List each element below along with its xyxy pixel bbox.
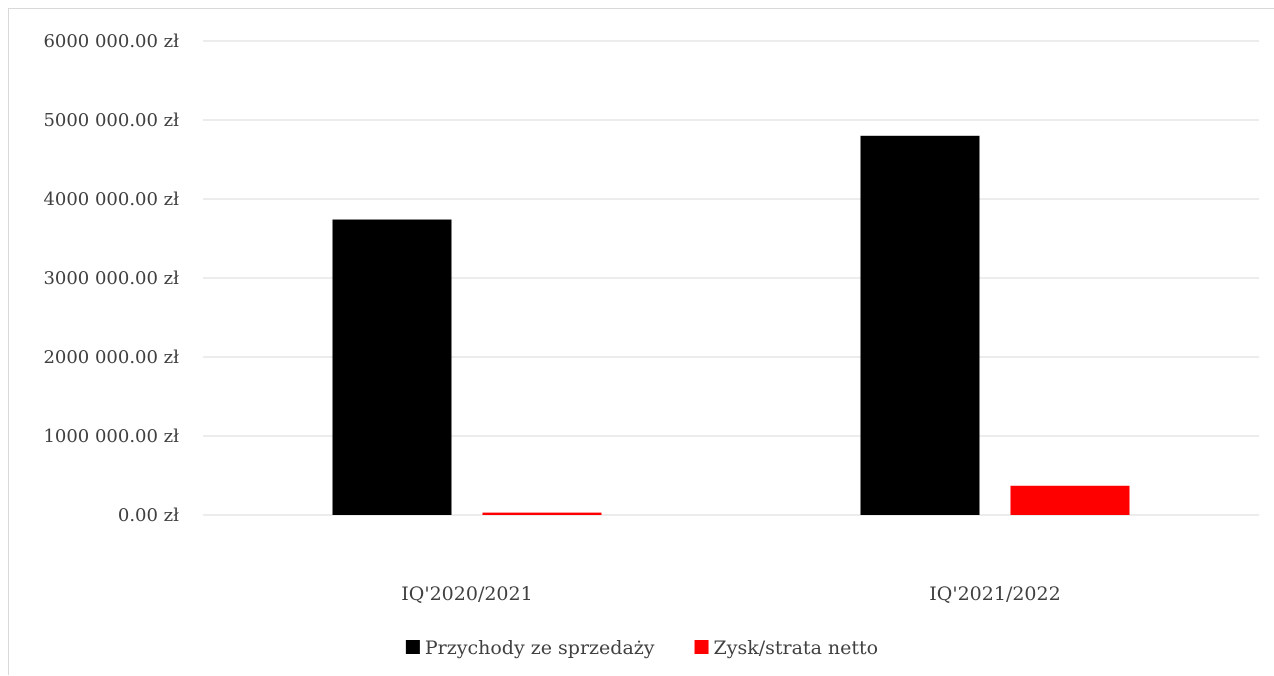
legend-layer: Przychody ze sprzedaży Zysk/strata netto bbox=[405, 637, 879, 659]
x-category-label: IQ'2021/2022 bbox=[929, 583, 1060, 605]
bar bbox=[1010, 485, 1130, 515]
y-tick-label: 0.00 zł bbox=[118, 505, 179, 526]
category-layer: IQ'2020/2021 IQ'2021/2022 bbox=[401, 583, 1060, 605]
bar bbox=[860, 135, 980, 516]
y-tick-label: 6000 000.00 zł bbox=[43, 31, 179, 52]
legend-label: Przychody ze sprzedaży bbox=[425, 637, 655, 659]
tick-layer: 0.00 zł 1000 000.00 zł 2000 000.00 zł 3000 … bbox=[43, 31, 179, 526]
legend-swatch bbox=[405, 640, 420, 654]
y-tick-label: 5000 000.00 zł bbox=[43, 110, 179, 131]
legend-label: Zysk/strata netto bbox=[714, 637, 879, 659]
y-tick-label: 4000 000.00 zł bbox=[43, 189, 179, 210]
y-tick-label: 2000 000.00 zł bbox=[43, 347, 179, 368]
legend-swatch bbox=[694, 640, 709, 654]
bar bbox=[482, 512, 602, 515]
bar-layer bbox=[332, 135, 1130, 516]
y-tick-label: 3000 000.00 zł bbox=[43, 268, 179, 289]
x-category-label: IQ'2020/2021 bbox=[401, 583, 532, 605]
chart-frame: 0.00 zł 1000 000.00 zł 2000 000.00 zł 3000 … bbox=[8, 8, 1274, 675]
y-tick-label: 1000 000.00 zł bbox=[43, 426, 179, 447]
bar bbox=[332, 219, 452, 516]
chart-svg: 0.00 zł 1000 000.00 zł 2000 000.00 zł 3000 … bbox=[43, 31, 1259, 659]
